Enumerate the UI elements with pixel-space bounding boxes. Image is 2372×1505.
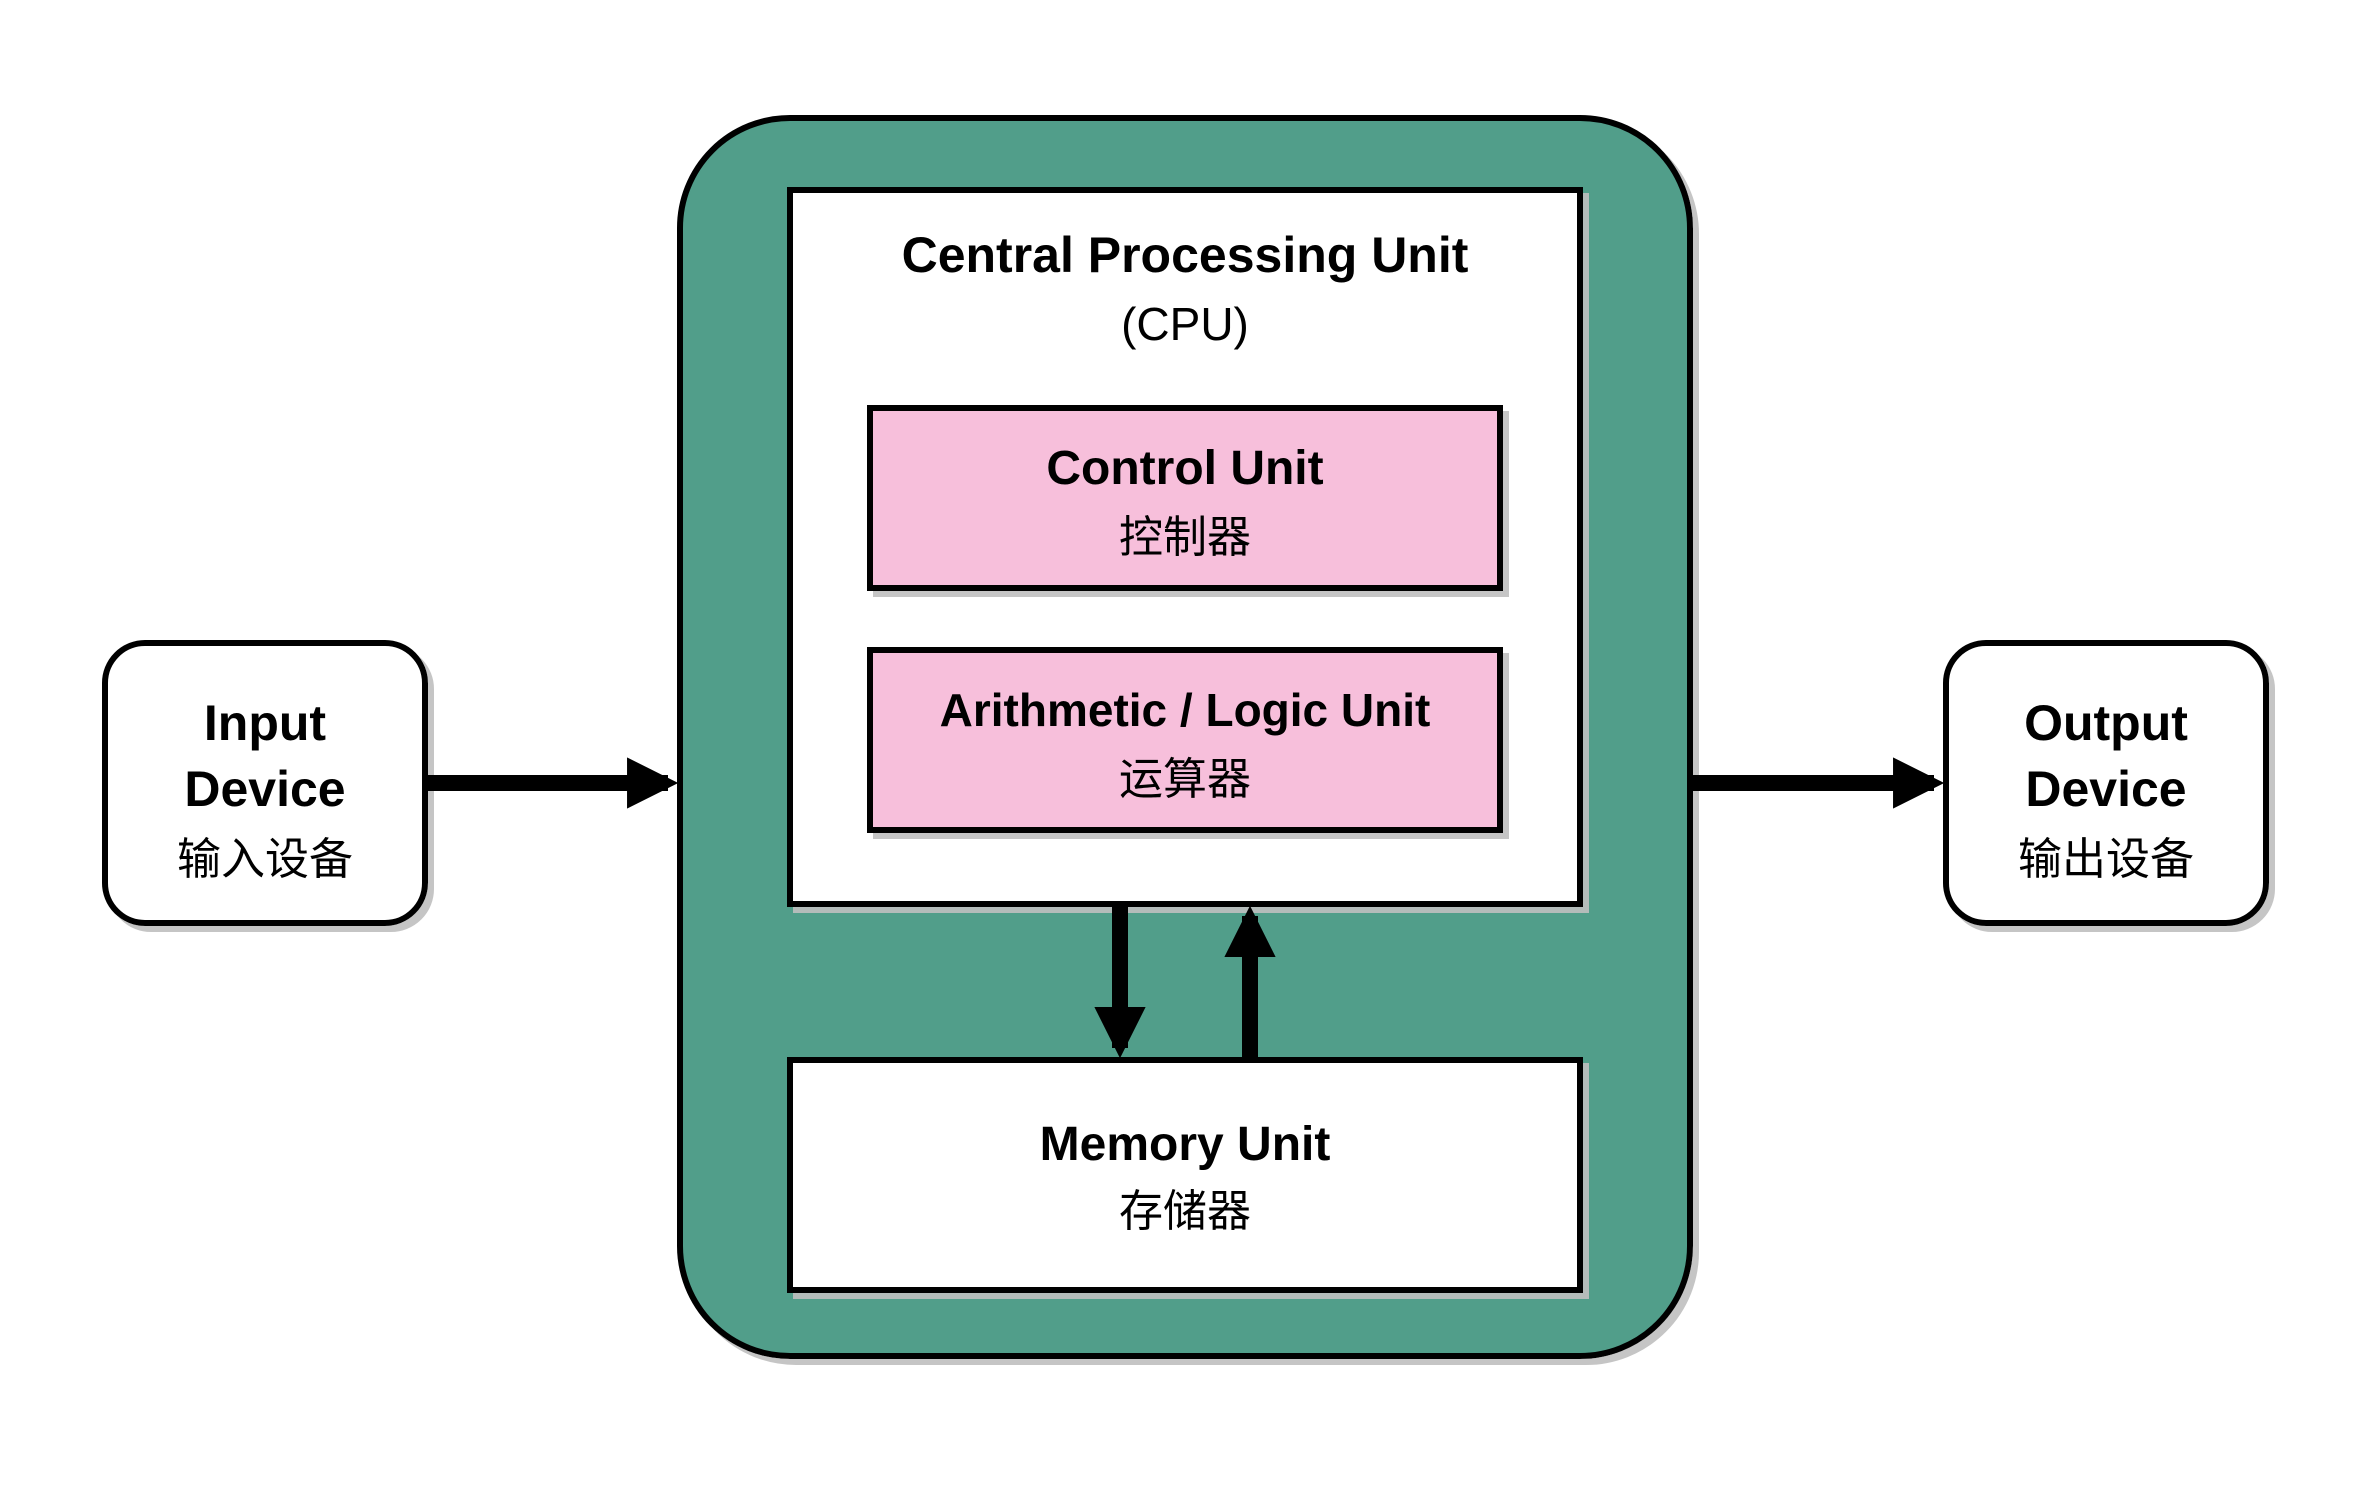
memory-label-zh: 存储器	[1119, 1187, 1251, 1236]
input-device-label-en-1: Input	[204, 695, 327, 751]
output-device-label-zh: 输出设备	[2018, 835, 2194, 884]
cpu-block: Central Processing Unit (CPU) Control Un…	[790, 190, 1580, 904]
memory-box	[790, 1060, 1580, 1290]
alu-label-zh: 运算器	[1119, 755, 1251, 804]
computer-architecture-diagram: Central Processing Unit (CPU) Control Un…	[0, 0, 2372, 1505]
input-device-label-en-2: Device	[184, 761, 345, 817]
memory-label-en: Memory Unit	[1040, 1118, 1331, 1171]
cpu-title-en: Central Processing Unit	[902, 227, 1469, 283]
input-device-block: Input Device 输入设备	[105, 643, 425, 923]
cpu-title-paren: (CPU)	[1121, 298, 1249, 350]
output-device-block: Output Device 输出设备	[1946, 643, 2266, 923]
alu-label-en: Arithmetic / Logic Unit	[940, 684, 1431, 736]
input-device-label-zh: 输入设备	[177, 835, 353, 884]
output-device-label-en-1: Output	[2024, 695, 2188, 751]
control-unit-label-zh: 控制器	[1119, 513, 1251, 562]
memory-block: Memory Unit 存储器	[790, 1060, 1580, 1290]
control-unit-label-en: Control Unit	[1046, 442, 1323, 495]
control-unit-block: Control Unit 控制器	[870, 408, 1500, 588]
alu-block: Arithmetic / Logic Unit 运算器	[870, 650, 1500, 830]
output-device-label-en-2: Device	[2025, 761, 2186, 817]
